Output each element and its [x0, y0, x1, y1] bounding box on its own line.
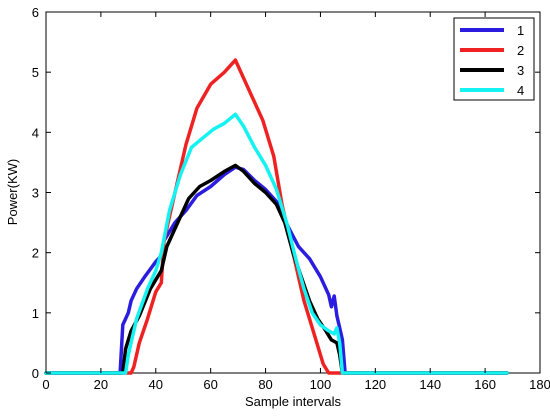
legend-label-2: 2 [517, 43, 524, 58]
y-tick-label: 6 [32, 5, 39, 20]
x-tick-label: 60 [203, 377, 217, 392]
x-tick-label: 180 [529, 377, 550, 392]
x-tick-label: 20 [94, 377, 108, 392]
x-axis-title: Sample intervals [245, 394, 342, 409]
y-tick-label: 1 [32, 306, 39, 321]
x-axis-ticks: 0 20 40 60 80 100 120 140 160 180 [42, 12, 550, 392]
y-tick-label: 0 [32, 366, 39, 381]
y-tick-label: 5 [32, 65, 39, 80]
y-tick-label: 3 [32, 186, 39, 201]
legend: 1 2 3 4 [453, 17, 535, 101]
legend-label-4: 4 [517, 83, 524, 98]
x-tick-label: 0 [42, 377, 49, 392]
y-tick-label: 4 [32, 125, 39, 140]
x-tick-label: 40 [149, 377, 163, 392]
x-tick-label: 80 [258, 377, 272, 392]
series-layer [44, 58, 509, 375]
x-tick-label: 160 [474, 377, 496, 392]
legend-entries: 1 2 3 4 [460, 23, 524, 98]
y-tick-label: 2 [32, 246, 39, 261]
y-axis-title: Power(KW) [5, 159, 20, 225]
series-line-4 [44, 112, 509, 375]
series-line-3 [44, 163, 509, 375]
legend-label-1: 1 [517, 23, 524, 38]
legend-label-3: 3 [517, 63, 524, 78]
x-tick-label: 120 [364, 377, 386, 392]
x-tick-label: 140 [419, 377, 441, 392]
y-axis-ticks: 0 1 2 3 4 5 6 [32, 5, 540, 381]
series-line-2 [44, 58, 509, 375]
x-tick-label: 100 [310, 377, 332, 392]
